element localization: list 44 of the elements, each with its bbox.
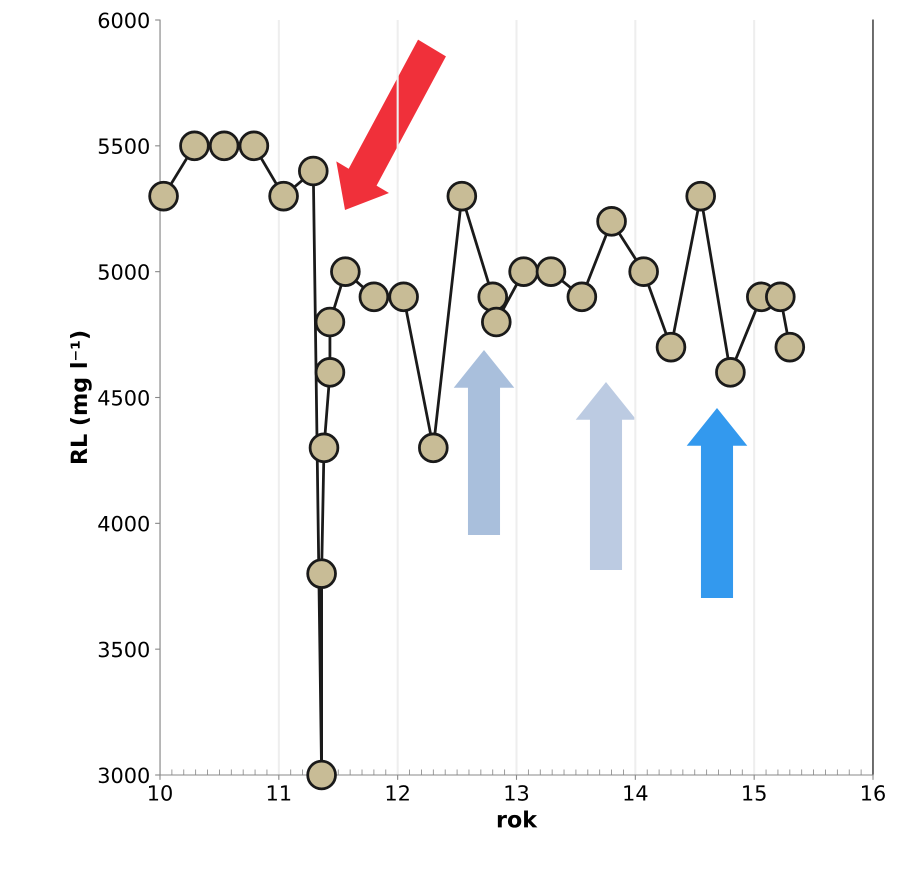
point [418, 432, 449, 464]
point [148, 180, 179, 212]
point [656, 332, 686, 362]
point [208, 130, 240, 162]
x-tick-label: 12 [386, 785, 409, 801]
x-tick-label: 13 [506, 785, 528, 801]
point [238, 130, 270, 162]
point [446, 180, 478, 212]
x-axis-title: rok [498, 810, 538, 828]
x-tick-label: 10 [149, 785, 172, 801]
point [306, 558, 337, 589]
y-tick-label: 6000 [98, 12, 149, 28]
y-tick-label: 4500 [98, 390, 149, 406]
y-tick-label: 5500 [98, 138, 149, 154]
point [765, 282, 796, 312]
point [685, 180, 716, 212]
y-tick-label: 5000 [98, 264, 149, 280]
point [358, 282, 390, 312]
y-axis-title: RL (mg l⁻¹) [70, 332, 92, 464]
point [774, 332, 806, 362]
point [268, 180, 299, 212]
point [477, 282, 508, 312]
point [481, 306, 512, 338]
y-tick-label: 3500 [98, 642, 149, 658]
point [628, 256, 659, 287]
point [508, 256, 539, 287]
y-tick-label: 4000 [98, 516, 149, 532]
point [306, 760, 337, 790]
point [179, 130, 210, 162]
x-tick-label: 16 [862, 785, 885, 801]
point [566, 282, 598, 312]
point [308, 432, 340, 464]
point [388, 282, 419, 312]
point [314, 357, 346, 388]
point [715, 357, 746, 388]
point [298, 156, 329, 186]
point [536, 256, 566, 287]
x-tick-label: 14 [624, 785, 648, 801]
point [314, 306, 346, 338]
x-tick-label: 11 [268, 785, 290, 801]
point [330, 256, 361, 287]
y-tick-label: 3000 [98, 767, 149, 784]
x-tick-label: 15 [743, 785, 766, 801]
point [596, 206, 627, 237]
